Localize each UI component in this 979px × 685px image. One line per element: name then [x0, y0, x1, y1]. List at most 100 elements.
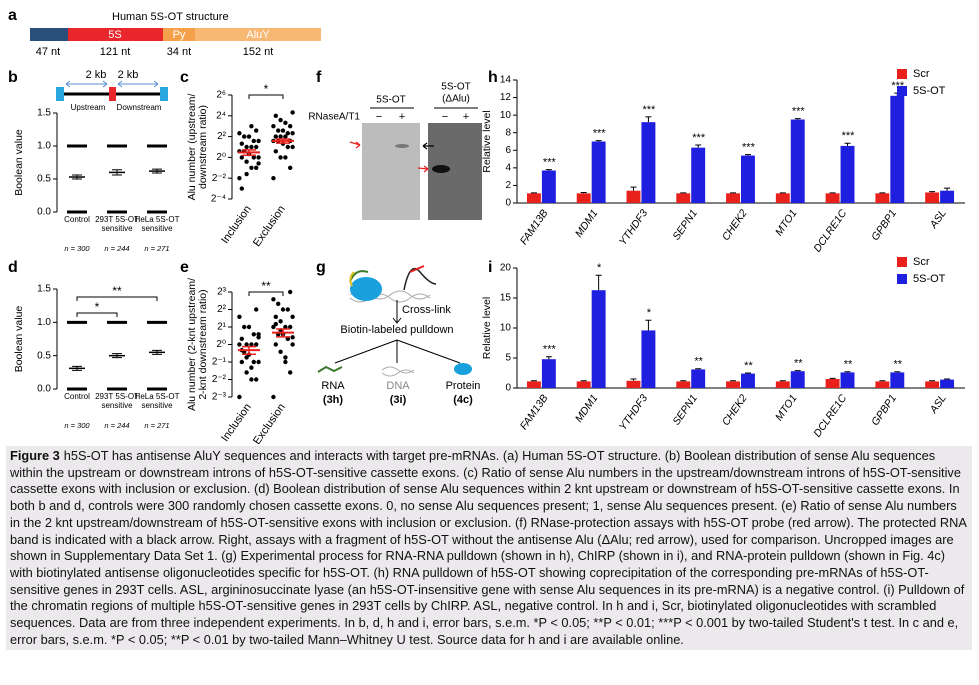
legend-swatch	[897, 257, 907, 267]
data-point	[249, 124, 254, 129]
error-bar	[112, 353, 122, 359]
error-bar	[894, 371, 901, 373]
error-bar	[276, 328, 290, 338]
lane-title: 5S-OT	[441, 82, 470, 93]
bar	[790, 119, 805, 203]
category-label: 293T 5S-OT sensitive	[95, 215, 139, 233]
data-point	[237, 342, 242, 347]
data-point	[251, 359, 256, 365]
data-point	[290, 110, 295, 115]
probe-arrow	[349, 141, 361, 149]
significance-label: ***	[543, 157, 557, 169]
data-point	[283, 120, 288, 126]
y-axis-label: Boolean value	[13, 129, 25, 196]
data-point	[273, 134, 278, 139]
x-tick-label: CHEK2	[720, 392, 750, 428]
data-point	[278, 117, 283, 123]
legend-swatch	[897, 274, 907, 284]
bar	[576, 381, 591, 388]
data-point	[271, 124, 276, 129]
data-point	[256, 138, 261, 144]
data-point	[290, 342, 295, 347]
data-point	[249, 342, 254, 347]
step-label: Biotin-labeled pulldown	[340, 324, 453, 336]
error-bar	[72, 365, 82, 371]
bar	[890, 372, 905, 388]
distance-label: 2 kb	[118, 69, 139, 81]
data-point	[244, 144, 249, 150]
bar	[940, 190, 955, 203]
data-point	[244, 171, 249, 177]
data-point	[256, 332, 261, 337]
legend-label: Scr	[913, 256, 930, 268]
x-tick-label: SEPN1	[670, 207, 700, 242]
data-point	[273, 321, 278, 327]
n-label: n = 244	[104, 421, 129, 430]
panel-label: i	[488, 259, 492, 276]
x-tick-label: DCLRE1C	[811, 207, 849, 254]
y-tick-label: 14	[500, 75, 512, 86]
data-point	[246, 324, 252, 330]
data-point	[244, 355, 249, 360]
y-axis-label: Boolean value	[13, 306, 25, 373]
error-bar	[545, 356, 552, 360]
distance-label: 2 kb	[86, 69, 107, 81]
y-tick-label: 1.5	[37, 284, 51, 295]
panel-label: d	[8, 259, 18, 276]
n-label: n = 271	[144, 244, 169, 253]
significance-label: *	[95, 300, 100, 314]
error-bar	[72, 174, 82, 180]
output-name: DNA	[386, 380, 410, 392]
x-tick-label: FAM13B	[518, 207, 551, 247]
output-ref: (3i)	[390, 394, 407, 406]
data-point	[290, 335, 295, 340]
y-tick-label: 0.5	[37, 350, 51, 361]
treatment-label: RNaseA/T1	[308, 112, 360, 123]
y-tick-label: 2	[505, 180, 511, 191]
y-tick-label: 2⁻³	[212, 392, 227, 403]
y-tick-label: 0.5	[37, 174, 51, 185]
data-point	[256, 161, 261, 166]
significance-label: ***	[642, 104, 656, 116]
significance-label: **	[694, 356, 703, 368]
x-tick-label: ASL	[927, 392, 949, 416]
y-axis-label: downstream ratio)	[197, 105, 209, 189]
y-tick-label: 2⁰	[216, 339, 226, 350]
data-point	[276, 128, 281, 133]
x-tick-label: MTO1	[773, 207, 799, 238]
error-bar	[595, 274, 602, 291]
data-point	[288, 370, 293, 375]
data-point	[290, 131, 295, 136]
significance-label: *	[597, 262, 602, 274]
bar	[790, 371, 805, 388]
error-bar	[580, 380, 587, 382]
data-point	[256, 155, 261, 160]
significance-label: *	[647, 307, 652, 319]
data-point	[273, 342, 278, 347]
error-bar	[242, 345, 256, 355]
x-tick-label: 293T 5S-OT sensitive	[95, 215, 139, 233]
x-tick-label: ASL	[927, 207, 949, 231]
data-point	[276, 301, 281, 307]
data-point	[244, 370, 249, 375]
x-tick-label: Inclusion	[219, 402, 254, 444]
rna-icon	[403, 267, 437, 291]
bar	[875, 193, 890, 203]
data-point	[244, 159, 249, 164]
data-point	[283, 359, 288, 365]
data-point	[254, 165, 259, 170]
data-point	[254, 342, 259, 347]
segment	[30, 28, 68, 41]
legend-label: 5S-OT	[913, 273, 946, 285]
segment	[195, 28, 321, 41]
y-tick-label: 20	[500, 263, 512, 274]
data-point	[239, 141, 244, 146]
x-tick-label: Inclusion	[219, 204, 254, 246]
legend-label: 5S-OT	[913, 85, 946, 97]
y-tick-label: 2⁴	[216, 110, 226, 121]
data-point	[239, 155, 244, 160]
x-tick-label: Control	[64, 392, 90, 401]
error-bar	[276, 138, 290, 144]
panel-label: e	[180, 259, 189, 276]
significance-label: **	[261, 279, 271, 293]
